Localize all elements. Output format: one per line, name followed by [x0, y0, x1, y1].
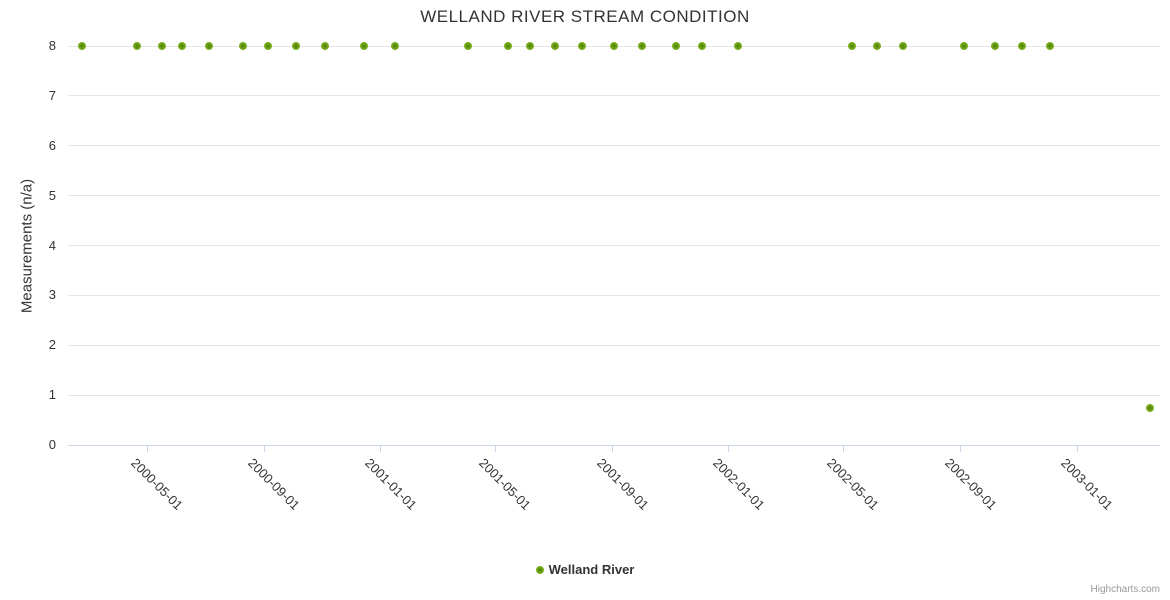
y-axis-label: 1 — [48, 387, 56, 403]
x-axis-label: 2000-05-01 — [128, 455, 186, 513]
data-point[interactable] — [391, 42, 400, 50]
gridline — [68, 95, 1160, 97]
data-point[interactable] — [205, 42, 214, 50]
gridline — [68, 245, 1160, 246]
data-point[interactable] — [291, 42, 300, 50]
y-axis-label: 8 — [48, 38, 56, 53]
x-axis-tick — [263, 446, 265, 452]
data-point[interactable] — [132, 42, 141, 50]
y-axis-label: 3 — [48, 287, 56, 303]
data-point[interactable] — [959, 42, 968, 50]
x-axis-label: 2002-09-01 — [941, 455, 1000, 513]
data-point[interactable] — [158, 42, 167, 50]
data-point[interactable] — [733, 42, 742, 50]
x-axis-label: 2001-01-01 — [361, 455, 420, 513]
legend-marker-icon — [535, 565, 544, 574]
data-point[interactable] — [359, 42, 368, 50]
gridline — [68, 145, 1160, 147]
data-point[interactable] — [1145, 403, 1154, 412]
y-axis-label: 6 — [48, 137, 56, 153]
legend-item-welland-river[interactable]: Welland River — [535, 562, 635, 577]
data-point[interactable] — [1046, 42, 1055, 50]
y-axis-label: 0 — [48, 437, 56, 452]
x-axis-label: 2002-01-01 — [710, 455, 768, 513]
data-point[interactable] — [698, 42, 707, 50]
gridline — [68, 344, 1160, 346]
legend: Welland River — [0, 562, 1170, 577]
x-axis-label: 2000-09-01 — [245, 455, 304, 513]
data-point[interactable] — [238, 42, 247, 50]
data-point[interactable] — [872, 42, 881, 50]
gridline — [68, 394, 1160, 396]
gridline — [68, 294, 1160, 296]
data-point[interactable] — [638, 42, 647, 50]
x-axis-tick — [494, 446, 496, 452]
x-axis-tick — [146, 446, 148, 452]
data-point[interactable] — [503, 42, 512, 50]
x-axis-label: 2001-09-01 — [593, 455, 652, 513]
x-axis-tick — [1076, 446, 1078, 452]
x-axis-line — [68, 445, 1160, 446]
data-point[interactable] — [525, 42, 534, 50]
y-axis-label: 4 — [48, 237, 56, 253]
data-point[interactable] — [264, 42, 273, 50]
x-axis-tick — [842, 446, 844, 452]
gridline — [68, 195, 1160, 197]
data-point[interactable] — [847, 42, 856, 50]
data-point[interactable] — [320, 42, 329, 50]
x-axis-tick — [728, 446, 730, 452]
y-axis-label: 7 — [48, 87, 56, 103]
x-axis-label: 2001-05-01 — [476, 455, 534, 513]
data-point[interactable] — [578, 42, 587, 50]
data-point[interactable] — [1017, 42, 1026, 50]
x-axis-tick — [960, 446, 962, 452]
data-point[interactable] — [991, 42, 999, 50]
x-axis-label: 2002-05-01 — [824, 455, 883, 513]
data-point[interactable] — [551, 42, 560, 50]
data-point[interactable] — [78, 42, 87, 50]
x-axis-label: 2003-01-01 — [1058, 455, 1116, 513]
data-point[interactable] — [178, 42, 187, 50]
x-axis-tick — [612, 446, 614, 452]
legend-item-label: Welland River — [548, 562, 635, 577]
data-point[interactable] — [463, 42, 472, 50]
y-axis-label: 5 — [48, 187, 56, 203]
data-point[interactable] — [609, 42, 618, 50]
y-axis-label: 2 — [48, 337, 56, 353]
x-axis-tick — [380, 446, 382, 452]
highcharts-credits-link[interactable]: Highcharts.com — [1090, 584, 1160, 595]
data-point[interactable] — [899, 42, 908, 50]
chart-title: WELLAND RIVER STREAM CONDITION — [420, 7, 750, 26]
data-point[interactable] — [671, 42, 680, 50]
